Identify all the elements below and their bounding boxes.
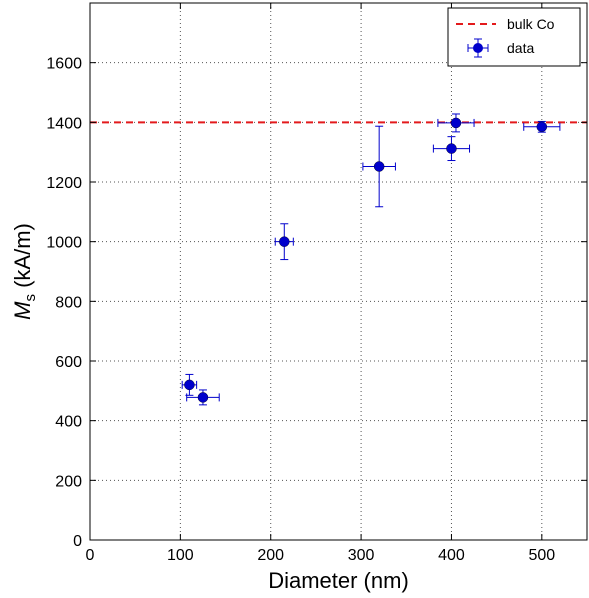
y-tick-label: 1600 [46, 56, 82, 73]
x-tick-label: 0 [86, 547, 95, 564]
plot-frame [89, 2, 588, 541]
data-point [197, 392, 209, 403]
y-axis-label-symbol: M [10, 301, 35, 320]
y-axis-label-subscript: s [22, 294, 39, 302]
tick-labels: 0 100 200 300 400 500 0 200 400 600 800 1000 1200 140… [46, 56, 555, 564]
x-axis-label: Diameter (nm) [268, 568, 409, 593]
data-point [446, 143, 457, 154]
data-point [279, 236, 290, 247]
data-points [184, 117, 548, 403]
legend-data-marker [467, 38, 489, 58]
x-tick-label: 200 [257, 547, 284, 564]
x-tick-label: 500 [528, 547, 555, 564]
legend-data-point [473, 43, 483, 53]
y-tick-label: 400 [55, 414, 82, 431]
legend: bulk Co data [447, 7, 581, 67]
data-point [536, 121, 548, 133]
legend-data-label: data [507, 40, 534, 56]
legend-reference-line-label: bulk Co [507, 16, 555, 32]
y-axis-label-unit: (kA/m) [10, 223, 35, 294]
x-tick-label: 100 [167, 547, 194, 564]
y-tick-label: 800 [55, 294, 82, 311]
data-point [450, 117, 462, 129]
grid-lines [90, 3, 587, 540]
y-tick-label: 0 [73, 533, 82, 550]
y-tick-label: 1200 [46, 175, 82, 192]
x-tick-label: 400 [438, 547, 465, 564]
x-tick-label: 300 [348, 547, 375, 564]
y-tick-label: 200 [55, 473, 82, 490]
data-point [373, 161, 385, 172]
y-tick-label: 1000 [46, 235, 82, 252]
axis-ticks [89, 3, 587, 541]
y-tick-label: 1400 [46, 115, 82, 132]
data-point [184, 379, 195, 391]
legend-box [447, 7, 581, 67]
y-tick-label: 600 [55, 354, 82, 371]
y-axis-label: Ms (kA/m) [10, 223, 39, 320]
